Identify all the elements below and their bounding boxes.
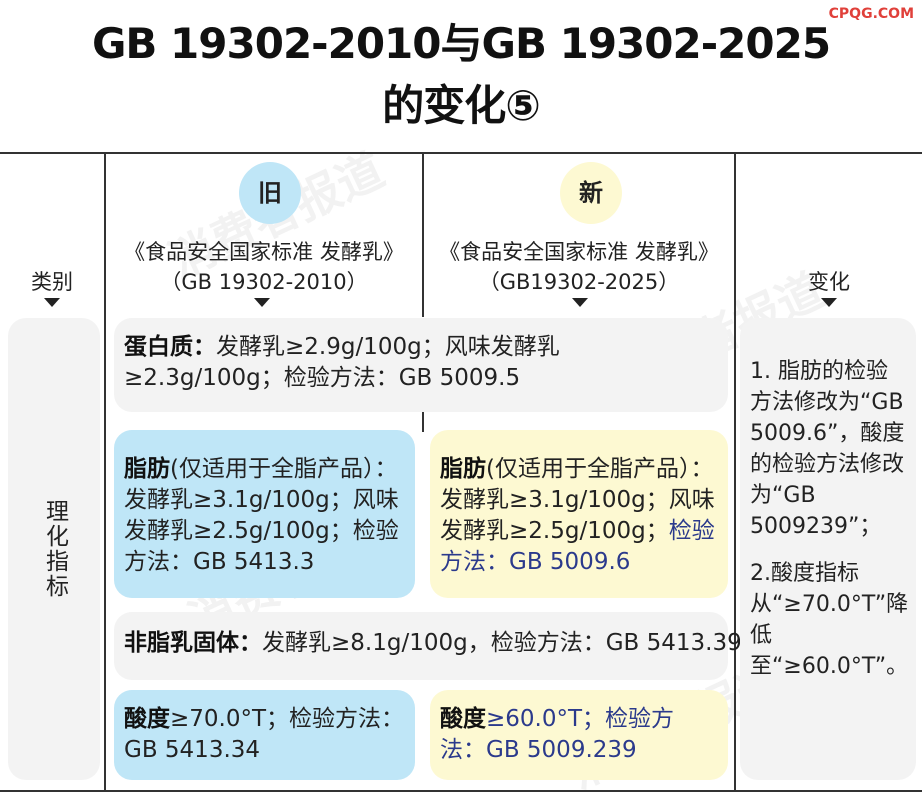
new-standard-name: 《食品安全国家标准 发酵乳》 (439, 240, 719, 264)
divider (422, 412, 424, 432)
text: 发酵乳≥8.1g/100g，检验方法：GB 5413.39 (262, 630, 742, 656)
text: ≥70.0°T；检验方法：GB 5413.34 (124, 706, 405, 763)
highlight: 检验方法：GB 5009.6 (440, 518, 715, 575)
text: 发酵乳≥2.9g/100g；风味发酵乳≥2.3g/100g；检验方法：GB 50… (124, 334, 560, 391)
label: 酸度 (440, 706, 486, 732)
category-label: 理化指标 (41, 499, 68, 599)
highlight: ≥60.0°T；检验方法：GB 5009.239 (440, 706, 675, 763)
rule (0, 790, 922, 792)
old-badge: 旧 (239, 162, 301, 224)
column-header: 变化 (808, 270, 850, 294)
old-standard-name: 《食品安全国家标准 发酵乳》 (124, 240, 404, 264)
arrow (254, 298, 270, 307)
acidity-new-cell: 酸度≥60.0°T；检验方法：GB 5009.239 (430, 690, 728, 780)
divider (422, 152, 424, 317)
label: 非脂乳固体： (124, 630, 262, 656)
new-badge: 新 (560, 162, 622, 224)
divider (734, 152, 736, 790)
change-item: 1. 脂肪的检验方法修改为“GB 5009.6”，酸度的检验方法修改为“GB 5… (750, 359, 905, 539)
fat-new-cell: 脂肪(仅适用于全脂产品）：发酵乳≥3.1g/100g；风味发酵乳≥2.5g/10… (430, 430, 728, 598)
arrow (821, 298, 837, 307)
protein-cell: 蛋白质：发酵乳≥2.9g/100g；风味发酵乳≥2.3g/100g；检验方法：G… (114, 318, 728, 412)
old-standard-code: （GB 19302-2010） (160, 270, 368, 294)
arrow (572, 298, 588, 307)
category-cell: 理化指标 (8, 318, 100, 780)
acidity-old-cell: 酸度≥70.0°T；检验方法：GB 5413.34 (114, 690, 415, 780)
label: 蛋白质： (124, 334, 216, 360)
fat-old-cell: 脂肪(仅适用于全脂产品）：发酵乳≥3.1g/100g；风味发酵乳≥2.5g/10… (114, 430, 415, 598)
label: 脂肪 (440, 456, 486, 482)
title: GB 19302-2010与GB 19302-2025 (91, 19, 831, 68)
new-standard-code: （GB19302-2025） (478, 270, 680, 294)
change-item: 2.酸度指标从“≥70.0°T”降低至“≥60.0°T”。 (750, 561, 909, 679)
divider (104, 152, 106, 790)
title: 的变化⑤ (382, 81, 541, 130)
arrow (44, 298, 60, 307)
column-header: 类别 (31, 270, 73, 294)
label: 脂肪 (124, 456, 170, 482)
changes-cell: 1. 脂肪的检验方法修改为“GB 5009.6”，酸度的检验方法修改为“GB 5… (740, 318, 916, 780)
text: (仅适用于全脂产品）：发酵乳≥3.1g/100g；风味发酵乳≥2.5g/100g… (124, 456, 399, 575)
text: (仅适用于全脂产品）：发酵乳≥3.1g/100g；风味发酵乳≥2.5g/100g… (440, 456, 715, 544)
non-fat-solids-cell: 非脂乳固体：发酵乳≥8.1g/100g，检验方法：GB 5413.39 (114, 612, 742, 680)
label: 酸度 (124, 706, 170, 732)
site-mark: CPQG.COM (828, 6, 914, 22)
rule (0, 152, 922, 154)
